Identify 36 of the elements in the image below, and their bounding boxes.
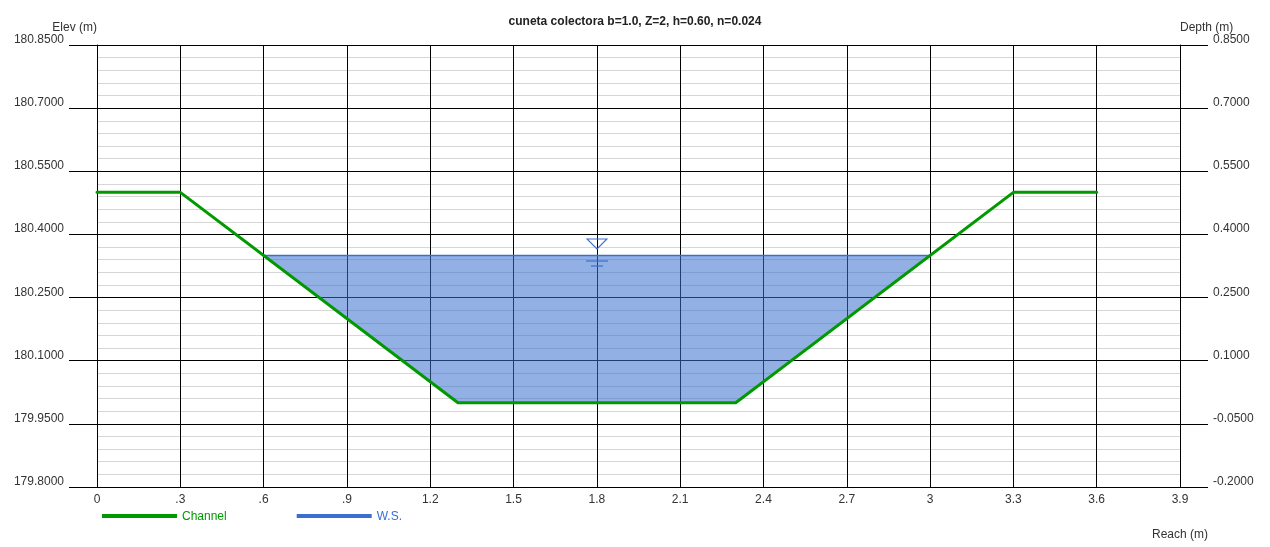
y2-tick-label: 0.8500 [1213, 32, 1251, 46]
y2-tick-label: 0.1000 [1213, 347, 1251, 362]
x-tick-label: 1.2 [421, 492, 439, 506]
y-tick-label: 180.5500 [13, 158, 65, 173]
text: Channel [182, 509, 227, 523]
y2-tick-label: 0.7000 [1213, 95, 1251, 110]
y-tick-label: 180.7000 [13, 95, 65, 110]
x-tick-label: 2.1 [671, 492, 689, 506]
x-tick-label: 1.8 [588, 492, 606, 506]
x-tick-label: .6 [258, 492, 269, 506]
y-tick-label: 180.2500 [13, 284, 65, 299]
x-tick-label: 2.7 [838, 492, 856, 506]
y2-tick-label: 0.2500 [1213, 284, 1251, 299]
y-tick-label: 180.1000 [13, 347, 65, 362]
y-tick-label: 180.8500 [13, 32, 65, 46]
x-axis-title: Reach (m) [1151, 527, 1209, 541]
x-tick-label: 0 [93, 492, 101, 506]
y-tick-label: 179.9500 [13, 410, 65, 425]
y-tick-label: 180.4000 [13, 221, 65, 236]
x-tick-label: .9 [341, 492, 353, 506]
x-tick-label: 3.6 [1088, 492, 1106, 506]
x-tick-label: 2.4 [755, 492, 773, 506]
x-tick-label: 3.9 [1171, 492, 1189, 506]
y2-tick-label: 0.4000 [1213, 221, 1251, 236]
x-tick-label: 3 [926, 492, 934, 506]
y2-tick-label: 0.5500 [1213, 158, 1251, 173]
x-tick-label: 3.3 [1005, 492, 1023, 506]
x-tick-label: .3 [175, 492, 186, 506]
y2-axis-title: Depth (m) [1180, 20, 1234, 34]
y2-tick-label: -0.2000 [1213, 474, 1255, 488]
x-tick-label: 1.5 [505, 492, 523, 506]
y-axis-title: Elev (m) [52, 20, 97, 34]
y-tick-label: 179.8000 [13, 474, 65, 488]
chart-title: cuneta colectora b=1.0, Z=2, h=0.60, n=0.024 [508, 14, 762, 28]
y2-tick-label: -0.0500 [1213, 410, 1255, 425]
text: W.S. [376, 509, 403, 523]
